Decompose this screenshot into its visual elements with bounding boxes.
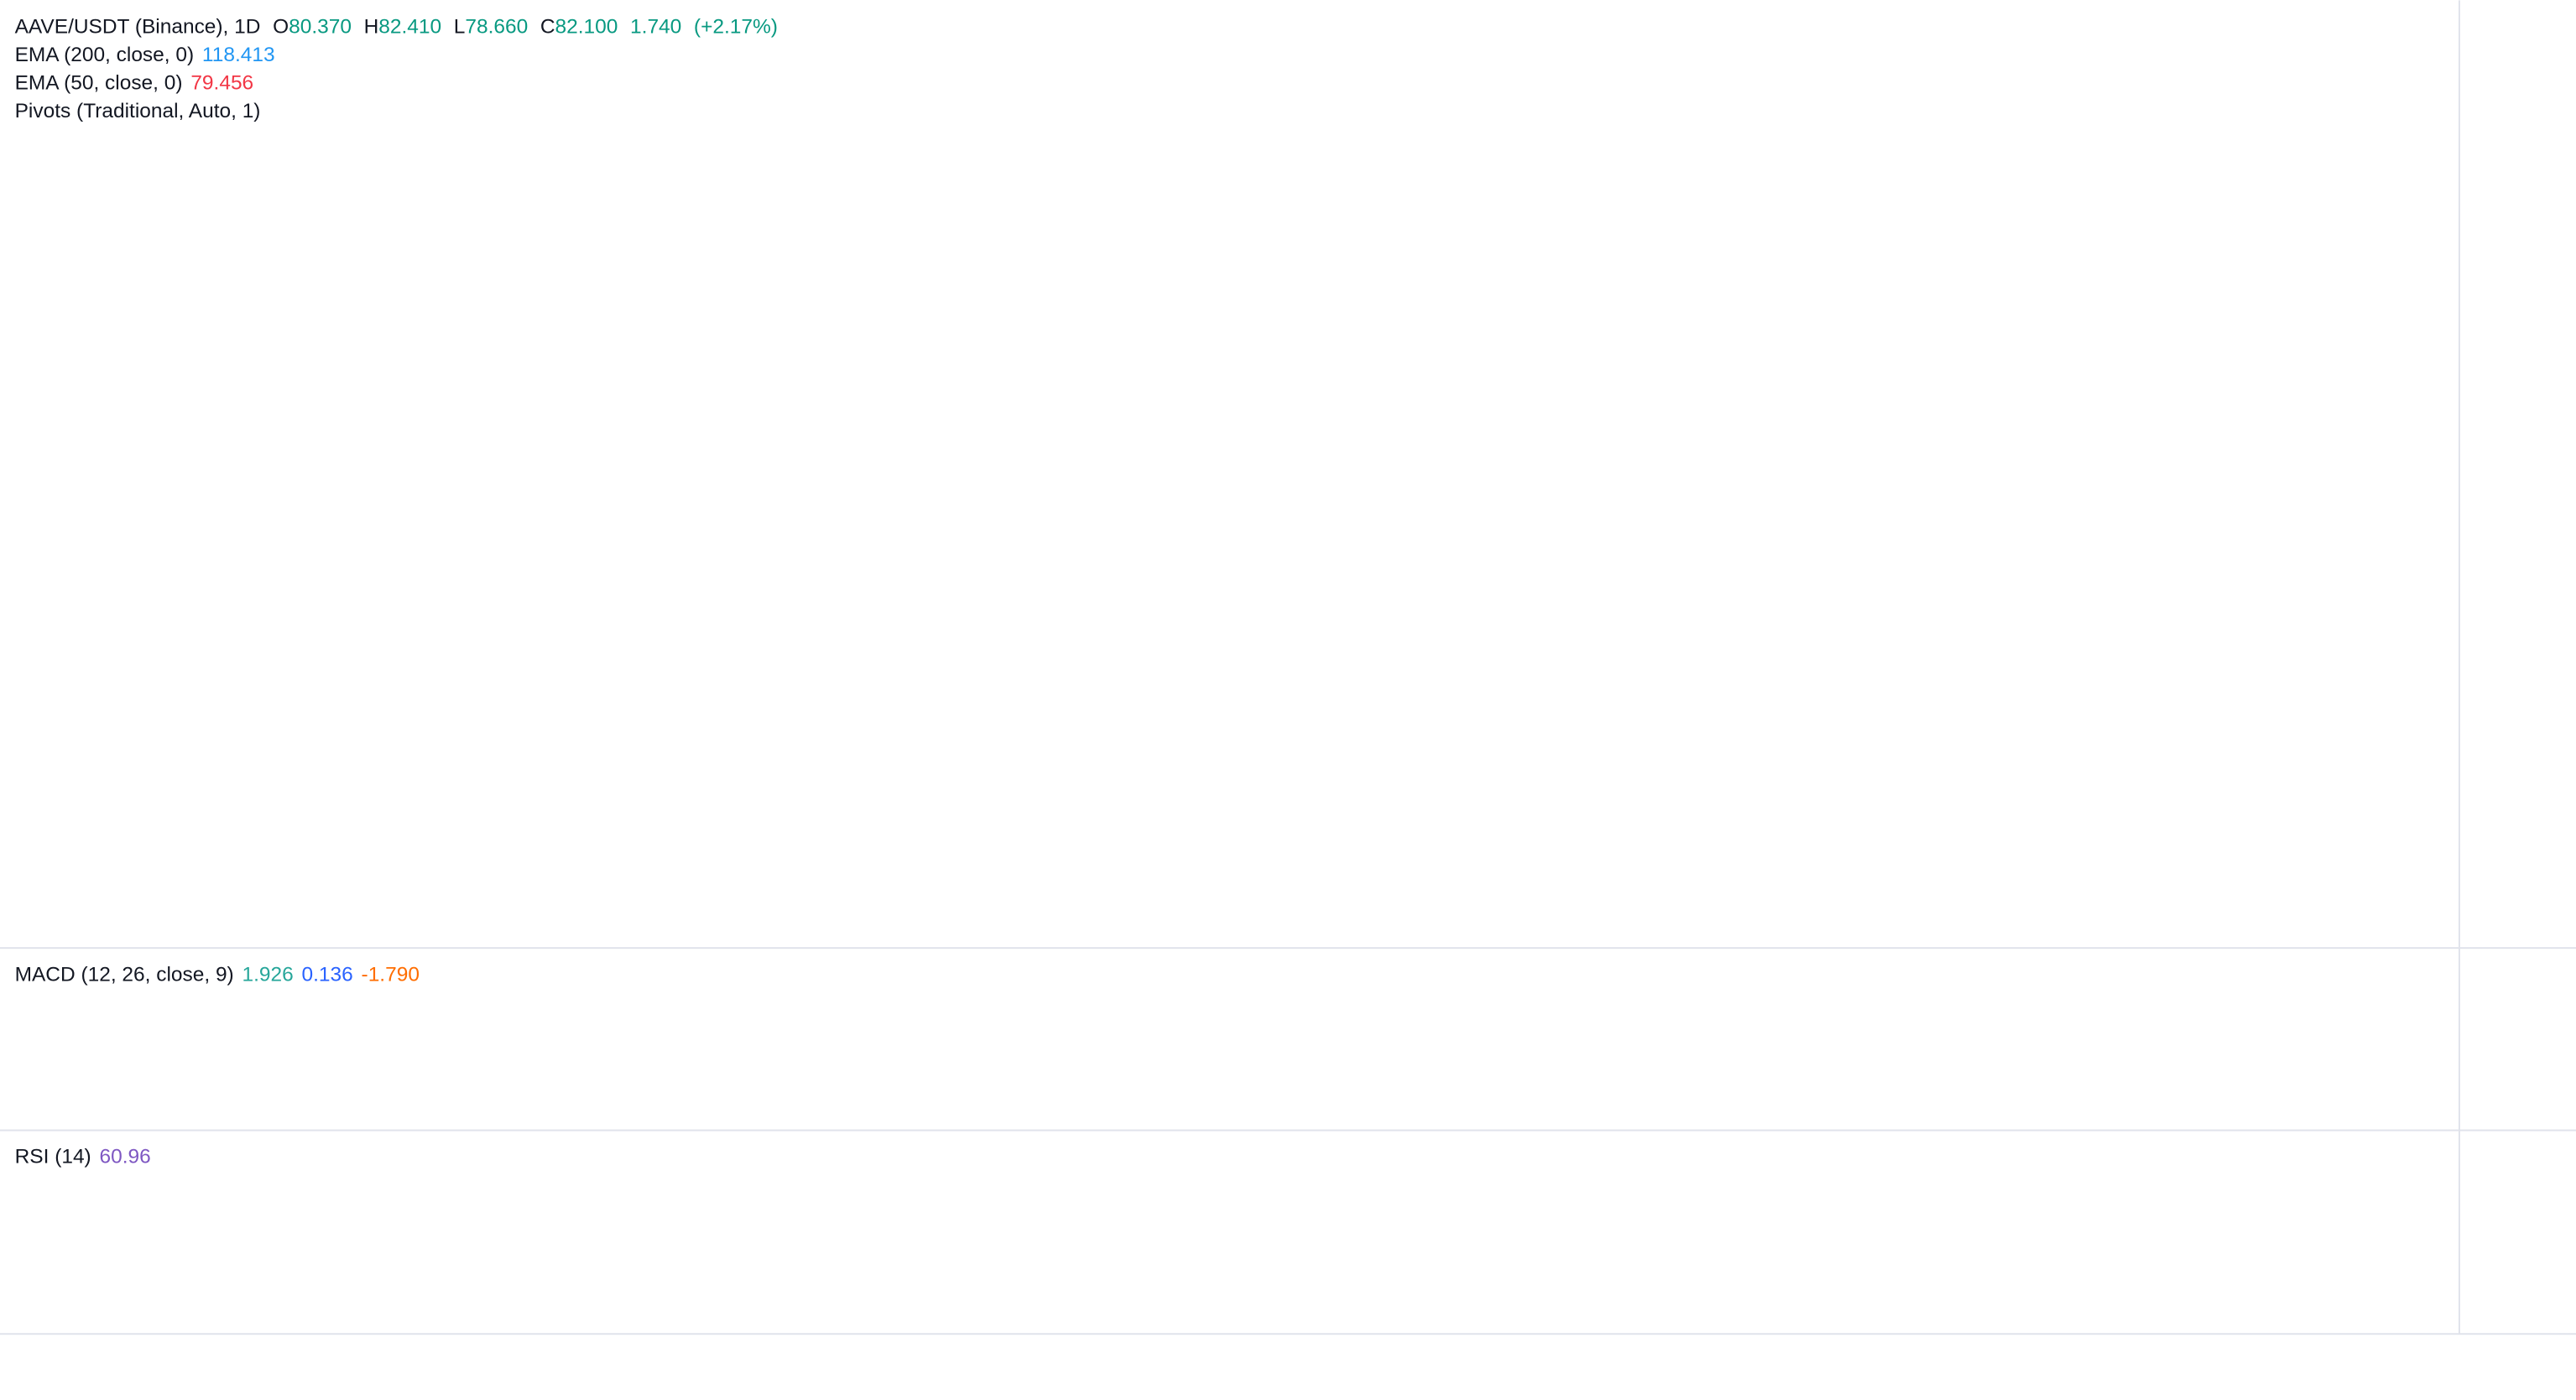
legend-value: 60.96 [100,1146,151,1168]
legend-entry: Pivots (Traditional, Auto, 1) [15,100,261,122]
ohlc-value: 82.410 [378,16,441,39]
symbol: AAVE/USDT (Binance), 1D [15,16,261,39]
ohlc-value: 78.660 [465,16,528,39]
legend-name: EMA (200, close, 0) [15,44,195,66]
change-pct: (+2.17%) [694,16,778,39]
ohlc-value: 80.370 [289,16,352,39]
ohlc-key: C [540,16,555,39]
ohlc-key: O [273,16,289,39]
rsi-legend: RSI (14) 60.96 [15,1146,151,1168]
legend-entry: EMA (50, close, 0) 79.456 [15,72,254,95]
legend-name: MACD (12, 26, close, 9) [15,964,234,986]
legend-value: 1.926 [242,964,294,986]
legend-name: EMA (50, close, 0) [15,72,183,95]
legend-value: -1.790 [362,964,420,986]
ohlc-key: H [364,16,379,39]
legend-value: 0.136 [302,964,353,986]
ohlc-key: L [454,16,466,39]
header: AAVE/USDT (Binance), 1D O80.370 H82.410 … [15,16,778,39]
legend-entry: EMA (200, close, 0) 118.413 [15,44,275,66]
macd-legend: MACD (12, 26, close, 9) 1.926 0.136 -1.790 [15,964,420,986]
legend-name: RSI (14) [15,1146,91,1168]
legend-value: 79.456 [190,72,253,95]
ohlc-value: 82.100 [555,16,618,39]
change: 1.740 [630,16,681,39]
legend-value: 118.413 [202,44,275,66]
